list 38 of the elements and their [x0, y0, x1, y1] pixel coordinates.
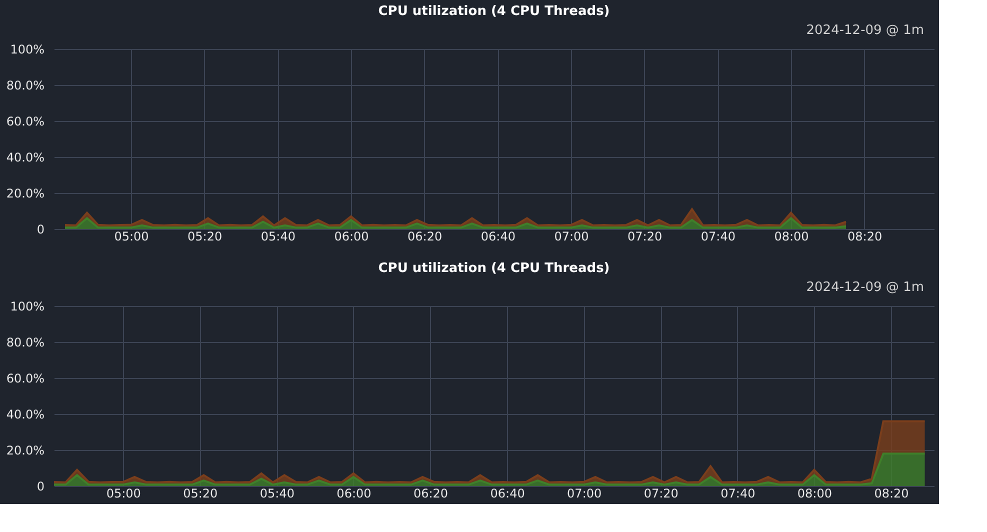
x-tick-label: 06:00	[334, 230, 369, 244]
y-tick-label: 80.0%	[6, 336, 44, 350]
x-tick-label: 07:40	[700, 230, 736, 244]
y-tick-label: 40.0%	[6, 408, 44, 422]
x-tick-label: 05:40	[260, 230, 296, 244]
x-tick-label: 07:40	[720, 486, 756, 500]
y-tick-label: 20.0%	[6, 444, 44, 458]
x-tick-label: 08:00	[797, 486, 832, 500]
x-tick-label: 06:20	[408, 230, 442, 244]
x-tick-label: 05:00	[106, 486, 141, 500]
x-tick-label: 05:20	[183, 486, 218, 500]
chart-title: CPU utilization (4 CPU Threads)	[378, 4, 610, 19]
x-tick-label: 08:20	[848, 230, 882, 244]
x-tick-label: 05:40	[260, 486, 294, 500]
x-tick-label: 07:00	[554, 230, 589, 244]
y-tick-label: 60.0%	[6, 372, 44, 386]
x-tick-label: 07:20	[644, 486, 678, 500]
x-tick-label: 06:00	[336, 486, 372, 500]
y-tick-label: 60.0%	[6, 114, 44, 128]
x-tick-label: 07:20	[628, 230, 662, 244]
x-tick-label: 06:40	[490, 486, 525, 500]
x-tick-label: 06:40	[480, 230, 516, 244]
y-tick-label: 0	[36, 222, 44, 236]
y-tick-label: 40.0%	[6, 150, 44, 164]
y-tick-label: 0	[36, 480, 44, 494]
x-tick-label: 08:00	[774, 230, 809, 244]
x-tick-label: 06:20	[413, 486, 448, 500]
y-tick-label: 100%	[10, 42, 44, 56]
y-tick-label: 20.0%	[6, 186, 44, 200]
x-tick-label: 05:20	[188, 230, 222, 244]
text: 2024-12-09 @ 1m	[806, 280, 924, 295]
x-tick-label: 05:00	[114, 230, 149, 244]
y-tick-label: 100%	[10, 300, 44, 314]
chart-title: CPU utilization (4 CPU Threads)	[378, 261, 610, 276]
y-tick-label: 80.0%	[6, 78, 44, 92]
text: 2024-12-09 @ 1m	[806, 23, 924, 38]
x-tick-label: 07:00	[567, 486, 602, 500]
x-tick-label: 08:20	[874, 486, 909, 500]
